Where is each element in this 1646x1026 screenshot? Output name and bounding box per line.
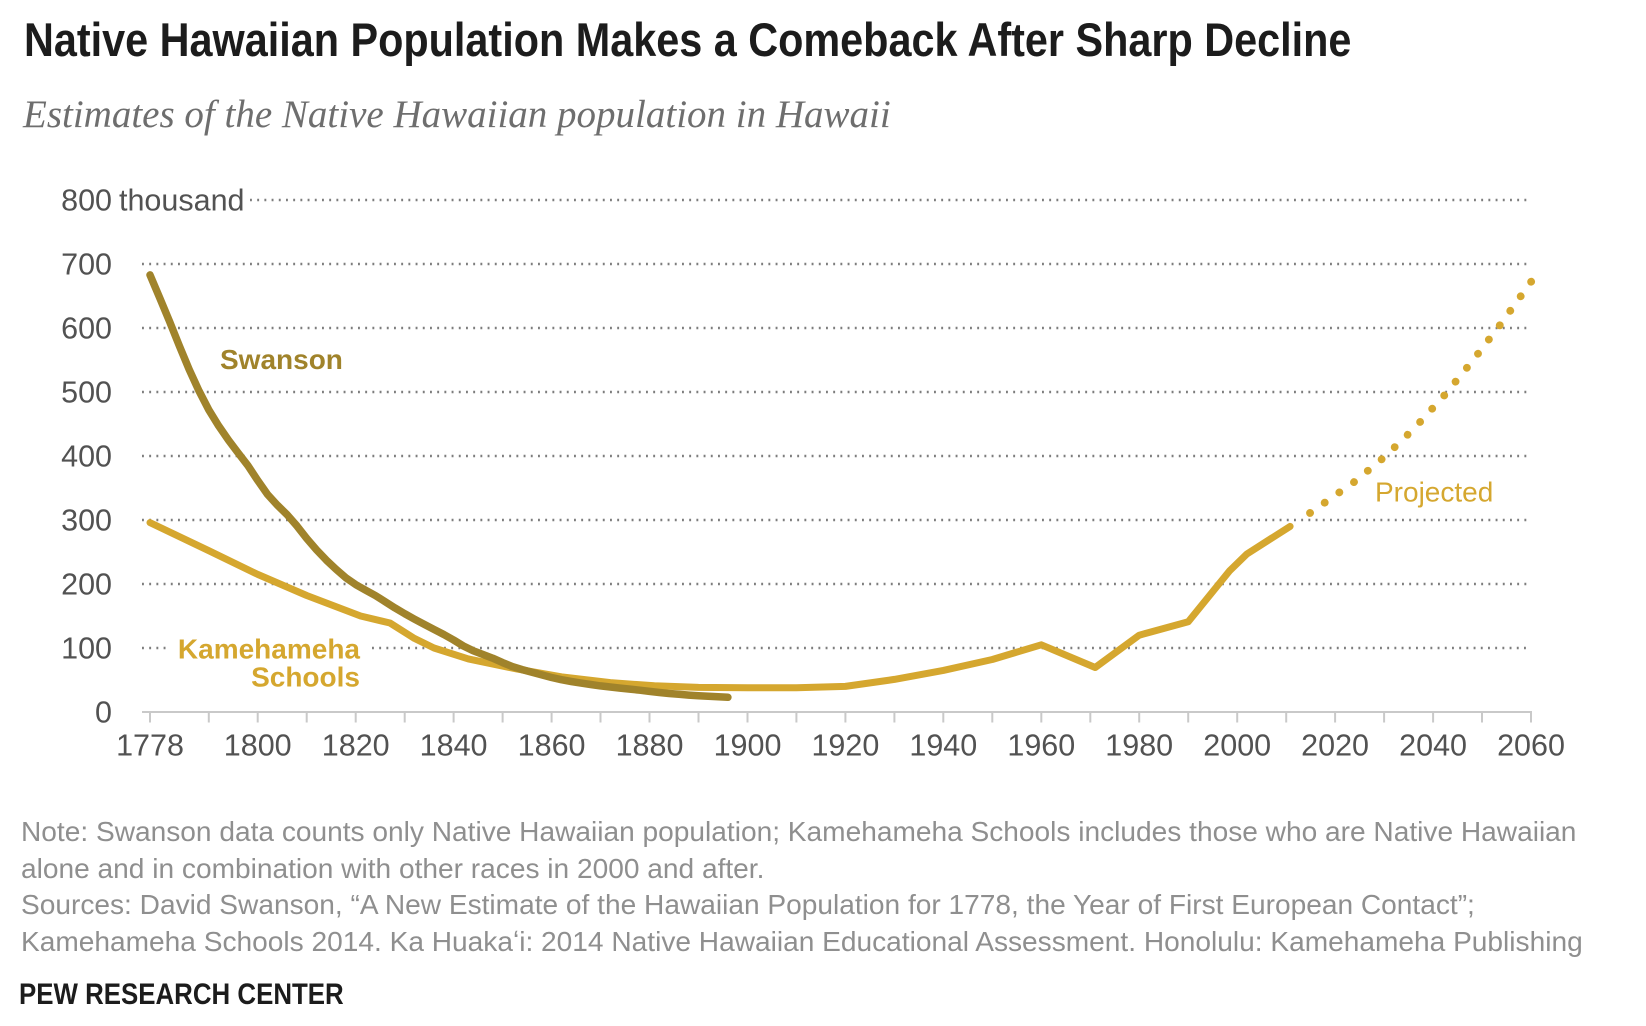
svg-text:1820: 1820 (322, 729, 390, 763)
svg-text:2060: 2060 (1497, 729, 1565, 763)
svg-text:300: 300 (61, 504, 112, 538)
svg-text:2040: 2040 (1399, 729, 1467, 763)
svg-text:1940: 1940 (909, 729, 977, 763)
svg-text:Projected: Projected (1375, 477, 1493, 508)
svg-text:100: 100 (61, 632, 112, 666)
svg-text:1840: 1840 (420, 729, 488, 763)
svg-text:500: 500 (61, 376, 112, 410)
svg-text:1920: 1920 (811, 729, 879, 763)
svg-text:600: 600 (61, 312, 112, 346)
svg-text:1980: 1980 (1105, 729, 1173, 763)
svg-text:200: 200 (61, 568, 112, 602)
svg-text:Schools: Schools (251, 662, 360, 693)
svg-text:1778: 1778 (116, 729, 184, 763)
svg-text:0: 0 (95, 696, 112, 730)
svg-text:400: 400 (61, 440, 112, 474)
svg-text:800: 800 (61, 184, 112, 218)
svg-text:2000: 2000 (1203, 729, 1271, 763)
svg-text:700: 700 (61, 248, 112, 282)
svg-text:1800: 1800 (224, 729, 292, 763)
svg-text:1960: 1960 (1007, 729, 1075, 763)
svg-text:1880: 1880 (616, 729, 684, 763)
svg-text:2020: 2020 (1301, 729, 1369, 763)
svg-text:Swanson: Swanson (220, 344, 343, 375)
svg-text:1860: 1860 (518, 729, 586, 763)
svg-text:Kamehameha: Kamehameha (178, 634, 361, 665)
svg-text:thousand: thousand (119, 184, 245, 218)
svg-text:1900: 1900 (714, 729, 782, 763)
